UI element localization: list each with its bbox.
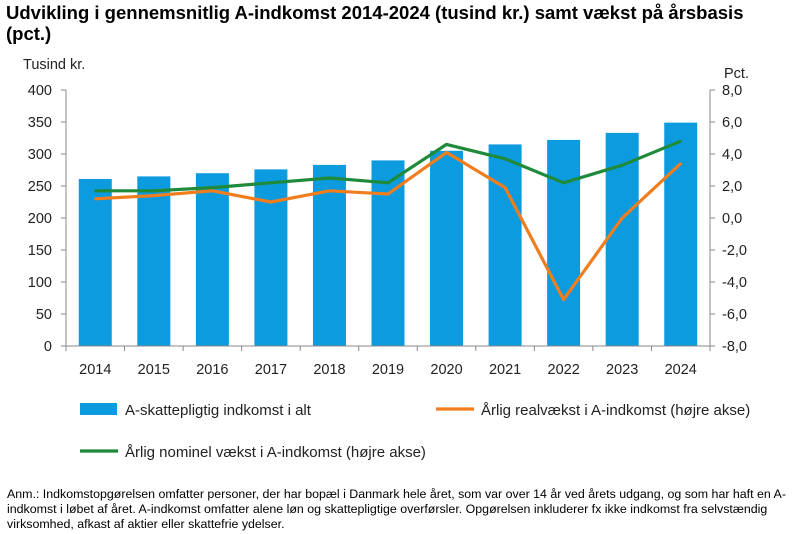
- x-tick-label: 2014: [79, 362, 111, 378]
- left-tick-label: 100: [28, 275, 52, 291]
- bar-2016: [195, 173, 229, 346]
- right-tick-label: -2,0: [722, 243, 747, 259]
- right-tick-label: 0,0: [722, 211, 742, 227]
- nominal-growth-point-2014: [94, 189, 97, 192]
- bar-2019: [371, 160, 405, 346]
- legend-label-nominal: Årlig nominel vækst i A-indkomst (højre …: [125, 444, 426, 461]
- left-tick-label: 250: [28, 179, 52, 195]
- legend: A-skattepligtig indkomst i alt Årlig real…: [80, 402, 750, 461]
- right-tick-label: -4,0: [722, 275, 747, 291]
- x-tick-label: 2015: [138, 362, 170, 378]
- chart-title-line2: (pct.): [6, 23, 51, 44]
- nominal-growth-point-2023: [620, 164, 624, 167]
- x-tick-label: 2024: [665, 362, 697, 378]
- real-growth-point-2015: [152, 194, 156, 197]
- real-growth-point-2021: [503, 186, 507, 189]
- right-tick-label: -6,0: [722, 307, 747, 323]
- nominal-growth-point-2019: [386, 181, 390, 184]
- nominal-growth-point-2024: [679, 140, 682, 143]
- nominal-growth-point-2016: [211, 186, 214, 189]
- bar-2015: [137, 176, 171, 346]
- real-growth-point-2024: [679, 162, 682, 165]
- x-tick-label: 2018: [313, 362, 345, 378]
- real-growth-point-2019: [386, 192, 390, 196]
- bar-2014: [78, 178, 112, 346]
- left-tick-label: 350: [28, 115, 52, 131]
- x-tick-label: 2019: [372, 362, 404, 378]
- real-growth-point-2017: [269, 200, 273, 204]
- footnote: Anm.: Indkomstopgørelsen omfatter person…: [7, 487, 786, 531]
- x-tick-label: 2017: [255, 362, 287, 378]
- right-tick-label: 4,0: [722, 147, 742, 163]
- bar-2018: [312, 164, 346, 346]
- bar-2024: [664, 122, 698, 346]
- left-tick-label: 50: [36, 307, 52, 323]
- real-growth-point-2016: [211, 189, 214, 192]
- nominal-growth-point-2015: [152, 189, 156, 192]
- bar-2017: [254, 169, 288, 346]
- legend-label-bars: A-skattepligtig indkomst i alt: [125, 402, 312, 419]
- left-tick-label: 200: [28, 211, 52, 227]
- nominal-growth-point-2017: [269, 181, 273, 184]
- right-tick-label: 8,0: [722, 83, 742, 99]
- real-growth-point-2014: [94, 197, 97, 200]
- real-growth-point-2018: [328, 189, 331, 192]
- plot-area: 0 50 100 150 200 250 300 350 400 -8,0 -6,0 -4,0 -2,0…: [28, 83, 747, 378]
- real-growth-point-2022: [562, 298, 565, 301]
- nominal-growth-point-2018: [328, 176, 331, 180]
- right-tick-label: -8,0: [722, 339, 747, 355]
- legend-label-real: Årlig realvækst i A-indkomst (højre akse…: [481, 402, 750, 419]
- legend-swatch-bars: [80, 403, 117, 415]
- bar-2020: [430, 150, 464, 346]
- bar-2022: [547, 139, 581, 346]
- left-tick-label: 0: [44, 339, 52, 355]
- bar-2021: [488, 144, 522, 346]
- right-tick-label: 6,0: [722, 115, 742, 131]
- x-tick-label: 2022: [548, 362, 580, 378]
- left-axis-label: Tusind kr.: [23, 57, 85, 73]
- right-tick-label: 2,0: [722, 179, 742, 195]
- left-tick-label: 300: [28, 147, 52, 163]
- x-tick-label: 2020: [430, 362, 462, 378]
- real-growth-point-2020: [445, 151, 448, 154]
- x-tick-label: 2016: [196, 362, 228, 378]
- nominal-growth-point-2020: [445, 143, 448, 146]
- x-tick-label: 2021: [489, 362, 521, 378]
- nominal-growth-point-2021: [503, 157, 507, 160]
- x-tick-label: 2023: [606, 362, 638, 378]
- left-tick-label: 400: [28, 83, 52, 99]
- chart-title-line1: Udvikling i gennemsnitlig A-indkomst 201…: [6, 2, 744, 23]
- right-axis-label: Pct.: [724, 66, 749, 82]
- real-growth-point-2023: [620, 216, 624, 220]
- left-tick-label: 150: [28, 243, 52, 259]
- nominal-growth-point-2022: [562, 181, 565, 184]
